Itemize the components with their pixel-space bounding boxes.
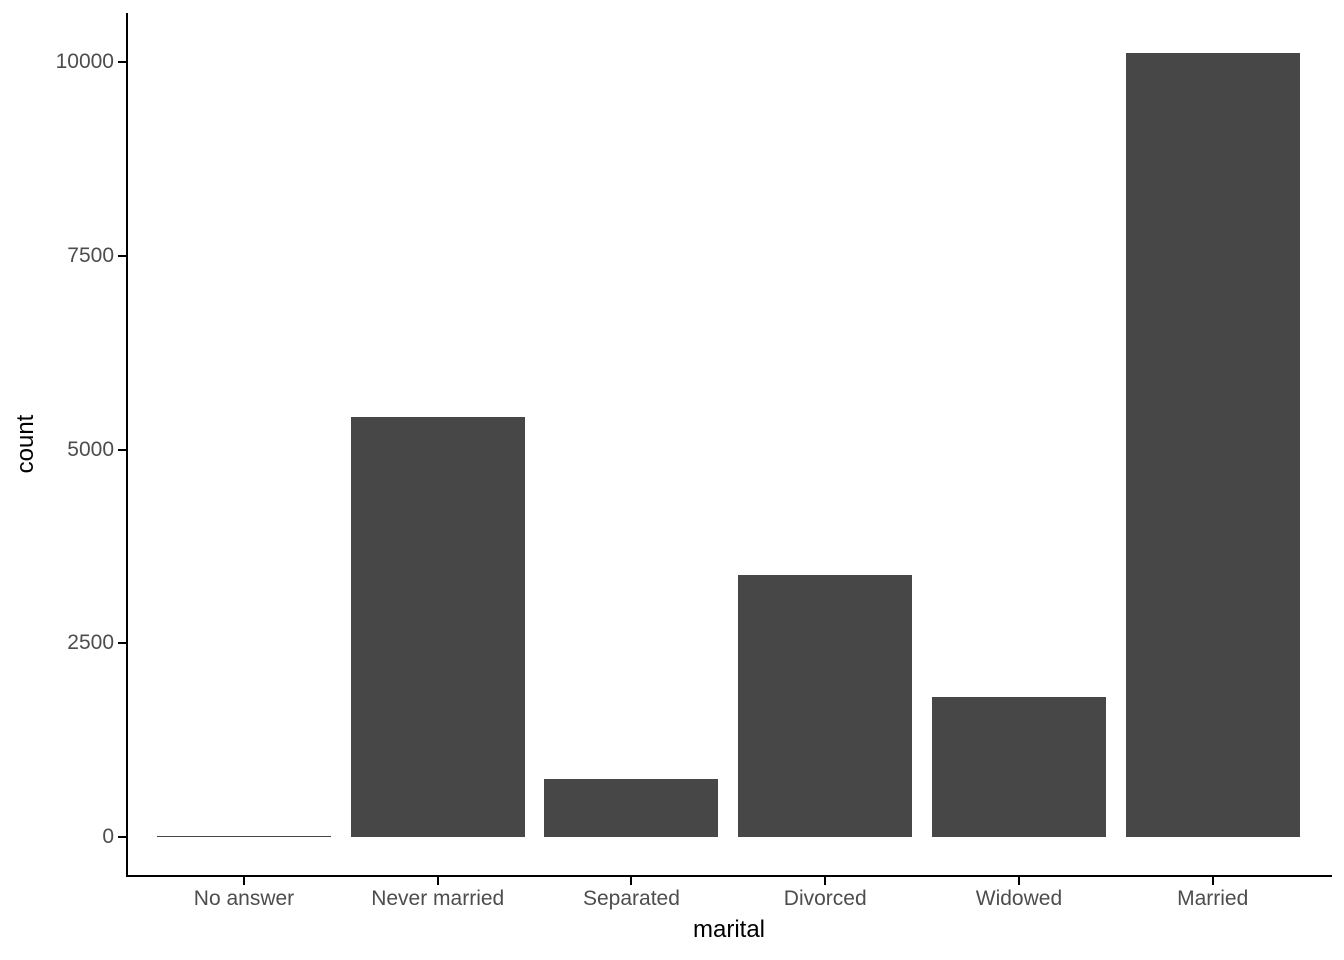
x-tick-label: No answer — [193, 887, 295, 910]
x-tick-label: Widowed — [975, 887, 1063, 910]
bar-divorced — [738, 574, 913, 837]
y-tick-mark — [118, 61, 126, 63]
bar-never-married — [350, 417, 525, 837]
y-tick-label: 10000 — [55, 50, 114, 73]
bar-no-answer — [157, 835, 331, 837]
bar-married — [1125, 52, 1300, 837]
bar-separated — [544, 779, 719, 837]
y-tick-label: 0 — [102, 825, 114, 848]
y-tick-mark — [118, 642, 126, 645]
x-tick-mark — [1211, 877, 1214, 885]
x-tick-label: Married — [1177, 887, 1249, 910]
x-tick-label: Separated — [583, 887, 680, 910]
y-tick-label: 2500 — [67, 631, 114, 655]
x-tick-label: Divorced — [783, 887, 867, 910]
y-tick-mark — [118, 836, 126, 838]
y-tick-label: 5000 — [67, 437, 114, 461]
y-tick-label: 7500 — [67, 243, 114, 267]
y-tick-mark — [118, 448, 126, 451]
x-axis-title: marital — [692, 916, 766, 943]
bar-widowed — [931, 696, 1106, 837]
y-axis-line — [126, 13, 128, 877]
x-tick-mark — [1017, 877, 1020, 885]
x-axis-line — [126, 875, 1332, 877]
x-tick-mark — [243, 877, 245, 885]
x-tick-mark — [630, 877, 633, 885]
x-tick-mark — [436, 877, 439, 885]
y-tick-mark — [118, 254, 126, 257]
x-tick-mark — [824, 877, 827, 885]
x-tick-label: Never married — [371, 887, 505, 910]
